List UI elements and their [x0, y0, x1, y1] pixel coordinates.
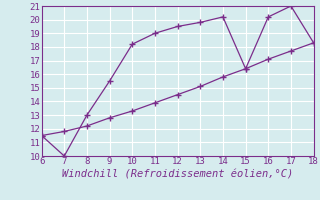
X-axis label: Windchill (Refroidissement éolien,°C): Windchill (Refroidissement éolien,°C)	[62, 169, 293, 179]
